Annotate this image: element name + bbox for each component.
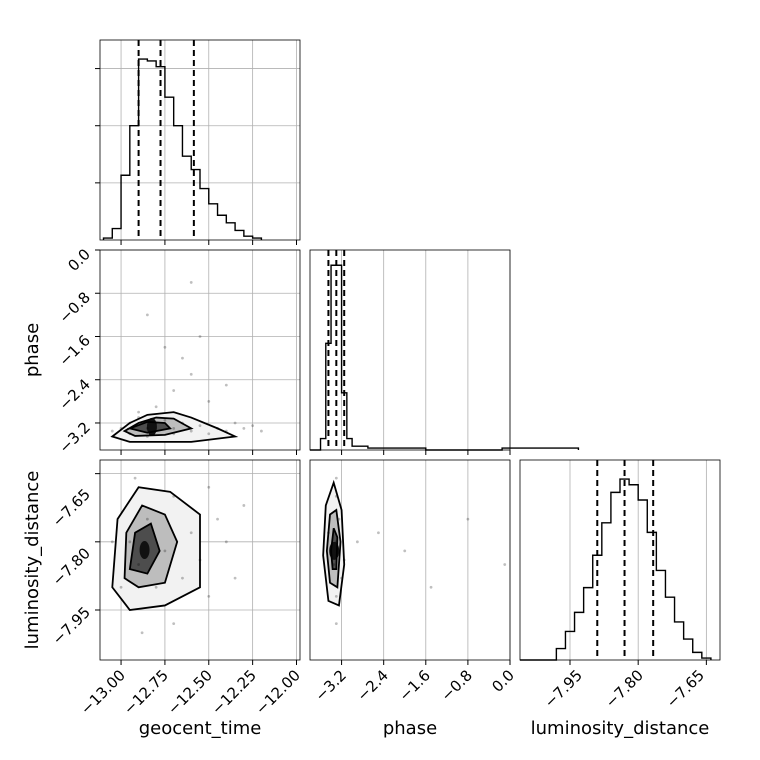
2d-geocent_time-phase-contour-1 [122, 416, 194, 437]
2d-geocent_time-phase-point-31 [260, 429, 263, 433]
2d-phase-luminosity_distance-point-10 [377, 531, 380, 535]
2d-geocent_time-phase-point-25 [110, 429, 114, 433]
2d-phase-luminosity_distance-point-16 [334, 476, 338, 480]
1d-luminosity_distance-histogram-step [520, 478, 712, 661]
2d-geocent_time-phase-point-2 [145, 426, 149, 430]
2d-geocent_time-luminosity_distance-point-0 [128, 540, 132, 544]
1d-phase-frame [309, 249, 511, 451]
2d-geocent_time-luminosity_distance-point-12 [119, 585, 123, 589]
2d-geocent_time-luminosity_distance-panel [95, 459, 301, 665]
2d-geocent_time-luminosity_distance-point-14 [233, 576, 237, 580]
2d-geocent_time-luminosity_distance-contour-0 [111, 486, 201, 611]
2d-phase-luminosity_distance-contour-2 [330, 527, 339, 570]
2d-geocent_time-phase-point-14 [172, 389, 176, 392]
2d-geocent_time-luminosity_distance-point-2 [145, 517, 149, 521]
2d-geocent_time-luminosity_distance-point-7 [189, 531, 193, 535]
2d-geocent_time-phase-contour-0 [110, 411, 239, 443]
2d-geocent_time-luminosity_distance-point-11 [224, 540, 228, 544]
2d-geocent_time-phase-point-28 [189, 281, 193, 284]
2d-geocent_time-luminosity_distance-point-16 [133, 476, 137, 480]
2d-geocent_time-phase-panel [95, 249, 301, 455]
2d-geocent_time-phase-point-7 [189, 429, 193, 433]
x-axis-title-luminosity-distance: luminosity_distance [531, 718, 710, 739]
2d-geocent_time-phase-point-21 [242, 426, 246, 430]
1d-geocent_time-panel [95, 39, 301, 245]
2d-geocent_time-phase-point-8 [198, 424, 202, 428]
2d-geocent_time-phase-frame [99, 249, 301, 451]
2d-geocent_time-phase-point-9 [207, 432, 211, 436]
2d-geocent_time-phase-point-22 [251, 424, 255, 428]
2d-phase-luminosity_distance-contour-0 [322, 479, 346, 607]
2d-geocent_time-luminosity_distance-contour-2 [128, 522, 161, 575]
1d-phase-panel [309, 249, 580, 455]
2d-geocent_time-luminosity_distance-point-9 [207, 594, 211, 598]
2d-geocent_time-luminosity_distance-point-10 [216, 517, 219, 521]
1d-luminosity_distance-panel [519, 459, 721, 665]
2d-geocent_time-phase-contour-2 [126, 420, 172, 434]
2d-geocent_time-phase-point-5 [172, 426, 176, 430]
2d-geocent_time-luminosity_distance-point-4 [163, 549, 167, 553]
2d-geocent_time-luminosity_distance-point-13 [110, 540, 114, 544]
2d-phase-luminosity_distance-panel [309, 459, 511, 665]
2d-phase-luminosity_distance-point-14 [503, 563, 507, 566]
2d-phase-luminosity_distance-point-13 [466, 517, 470, 521]
2d-geocent_time-luminosity_distance-point-19 [207, 485, 211, 489]
2d-phase-luminosity_distance-point-12 [429, 585, 433, 589]
1d-luminosity_distance-frame [519, 459, 721, 661]
2d-geocent_time-phase-point-17 [163, 345, 167, 349]
2d-geocent_time-phase-point-30 [145, 313, 149, 317]
x-axis-title-geocent-time: geocent_time [139, 718, 262, 739]
2d-geocent_time-luminosity_distance-point-17 [172, 622, 176, 626]
2d-geocent_time-luminosity_distance-frame [99, 459, 301, 661]
panels-layer [95, 39, 721, 665]
2d-geocent_time-phase-point-15 [189, 372, 193, 376]
2d-phase-luminosity_distance-point-11 [403, 549, 407, 553]
2d-geocent_time-luminosity_distance-point-15 [242, 504, 246, 507]
2d-geocent_time-phase-point-20 [233, 421, 237, 425]
2d-geocent_time-phase-point-13 [154, 405, 158, 409]
2d-geocent_time-luminosity_distance-contour-1 [123, 504, 179, 589]
y-axis-title-luminosity-distance: luminosity_distance [22, 471, 43, 650]
2d-phase-luminosity_distance-point-9 [355, 540, 359, 544]
2d-phase-luminosity_distance-contour-1 [325, 508, 342, 589]
2d-geocent_time-luminosity_distance-point-18 [140, 631, 144, 635]
2d-phase-luminosity_distance-frame [309, 459, 511, 661]
2d-geocent_time-phase-point-4 [163, 418, 167, 422]
2d-geocent_time-phase-point-16 [181, 356, 184, 360]
x-axis-title-phase: phase [383, 718, 437, 739]
2d-geocent_time-phase-point-29 [224, 383, 228, 387]
2d-geocent_time-phase-point-19 [207, 399, 211, 403]
2d-geocent_time-luminosity_distance-density-core [139, 541, 150, 559]
2d-geocent_time-luminosity_distance-point-3 [154, 585, 158, 589]
2d-geocent_time-luminosity_distance-point-6 [181, 576, 184, 580]
2d-phase-luminosity_distance-point-3 [334, 594, 338, 598]
1d-geocent_time-frame [99, 39, 301, 241]
y-axis-title-phase: phase [22, 323, 43, 377]
1d-geocent_time-histogram-step [102, 58, 263, 240]
2d-geocent_time-phase-point-18 [198, 335, 202, 338]
2d-geocent_time-luminosity_distance-point-1 [137, 563, 140, 566]
2d-geocent_time-phase-point-12 [137, 410, 140, 414]
2d-phase-luminosity_distance-point-15 [334, 622, 338, 626]
